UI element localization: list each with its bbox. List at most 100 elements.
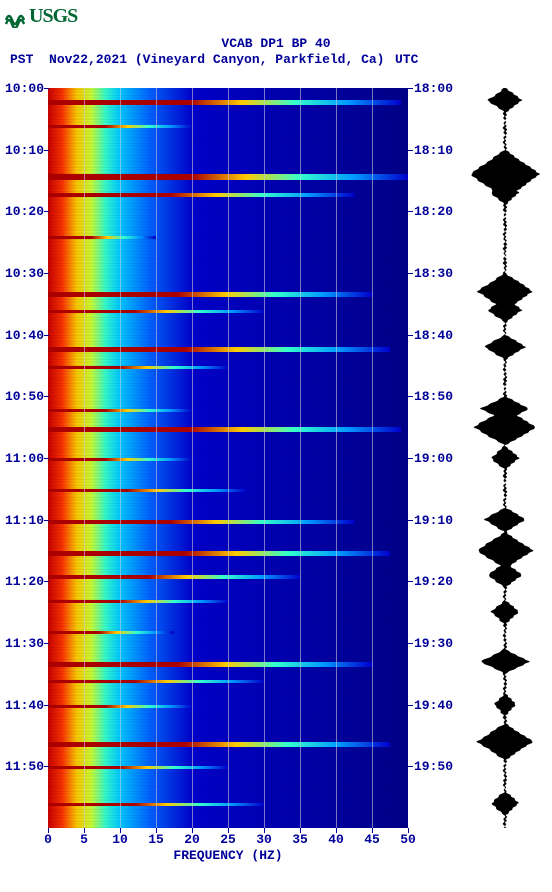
gridline [192,88,193,828]
tickmark [44,766,49,767]
gridline [156,88,157,828]
date-label: Nov22,2021 [49,52,127,67]
tickmark [408,211,413,212]
ytick-right: 19:30 [414,636,453,651]
tickmark [156,828,157,833]
tickmark [192,828,193,833]
event-line [48,520,354,524]
xtick: 35 [292,832,308,847]
ytick-right: 19:10 [414,513,453,528]
ytick-left: 11:30 [5,636,44,651]
ytick-left: 11:20 [5,574,44,589]
ytick-right: 19:20 [414,574,453,589]
event-line [48,766,228,769]
chart-subtitle: PST Nov22,2021 (Vineyard Canyon, Parkfie… [10,52,384,67]
tickmark [408,520,413,521]
tickmark [408,705,413,706]
tickmark [408,88,413,89]
waveform-path [471,88,540,828]
tickmark [44,211,49,212]
x-axis-label: FREQUENCY (HZ) [48,848,408,863]
event-line [48,100,401,105]
ytick-right: 18:00 [414,81,453,96]
ytick-left: 10:50 [5,389,44,404]
xtick: 25 [220,832,236,847]
ytick-left: 10:20 [5,204,44,219]
tickmark [44,458,49,459]
gridline [84,88,85,828]
xtick: 40 [328,832,344,847]
gridline [372,88,373,828]
xtick: 0 [44,832,52,847]
tickmark [408,396,413,397]
tickmark [84,828,85,833]
tickmark [264,828,265,833]
tz-left-label: PST [10,52,33,67]
gridline [120,88,121,828]
ytick-right: 18:10 [414,143,453,158]
ytick-left: 10:40 [5,328,44,343]
event-line [48,742,390,747]
tickmark [44,396,49,397]
event-line [48,347,390,352]
xtick: 45 [364,832,380,847]
seismogram-waveform [470,88,540,828]
ytick-left: 11:00 [5,451,44,466]
ytick-right: 19:50 [414,759,453,774]
event-line [48,193,354,197]
spectrogram-plot [48,88,408,828]
tickmark [372,828,373,833]
tickmark [336,828,337,833]
gridline [264,88,265,828]
xtick: 30 [256,832,272,847]
chart-title: VCAB DP1 BP 40 [0,36,552,51]
tickmark [408,828,409,833]
ytick-right: 18:30 [414,266,453,281]
gridline [228,88,229,828]
tickmark [408,766,413,767]
event-line [48,575,300,579]
tickmark [120,828,121,833]
tickmark [228,828,229,833]
tickmark [44,273,49,274]
tickmark [408,335,413,336]
tz-right-label: UTC [395,52,418,67]
event-line [48,662,372,667]
tickmark [408,273,413,274]
gridline [300,88,301,828]
ytick-right: 18:50 [414,389,453,404]
event-line [48,551,390,556]
ytick-right: 18:20 [414,204,453,219]
tickmark [44,335,49,336]
tickmark [44,88,49,89]
tickmark [300,828,301,833]
tickmark [44,581,49,582]
tickmark [408,581,413,582]
xtick: 10 [112,832,128,847]
event-line [48,236,156,239]
tickmark [44,520,49,521]
xtick: 20 [184,832,200,847]
xtick: 50 [400,832,416,847]
gridline [336,88,337,828]
ytick-left: 10:00 [5,81,44,96]
tickmark [48,828,49,833]
usgs-wave-icon [5,6,27,28]
ytick-right: 18:40 [414,328,453,343]
event-line [48,292,372,297]
ytick-left: 11:50 [5,759,44,774]
xtick: 15 [148,832,164,847]
tickmark [408,150,413,151]
event-line [48,366,228,369]
ytick-left: 11:40 [5,698,44,713]
event-line [48,600,228,603]
event-line [48,489,246,492]
tickmark [44,150,49,151]
location-label: (Vineyard Canyon, Parkfield, Ca) [135,52,385,67]
tickmark [44,643,49,644]
ytick-left: 10:30 [5,266,44,281]
ytick-right: 19:00 [414,451,453,466]
tickmark [44,705,49,706]
xtick: 5 [80,832,88,847]
usgs-logo: USGS [5,5,77,28]
